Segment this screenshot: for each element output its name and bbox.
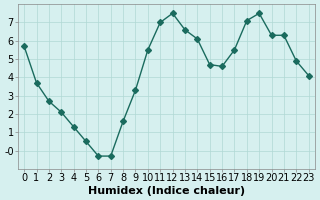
X-axis label: Humidex (Indice chaleur): Humidex (Indice chaleur) (88, 186, 245, 196)
